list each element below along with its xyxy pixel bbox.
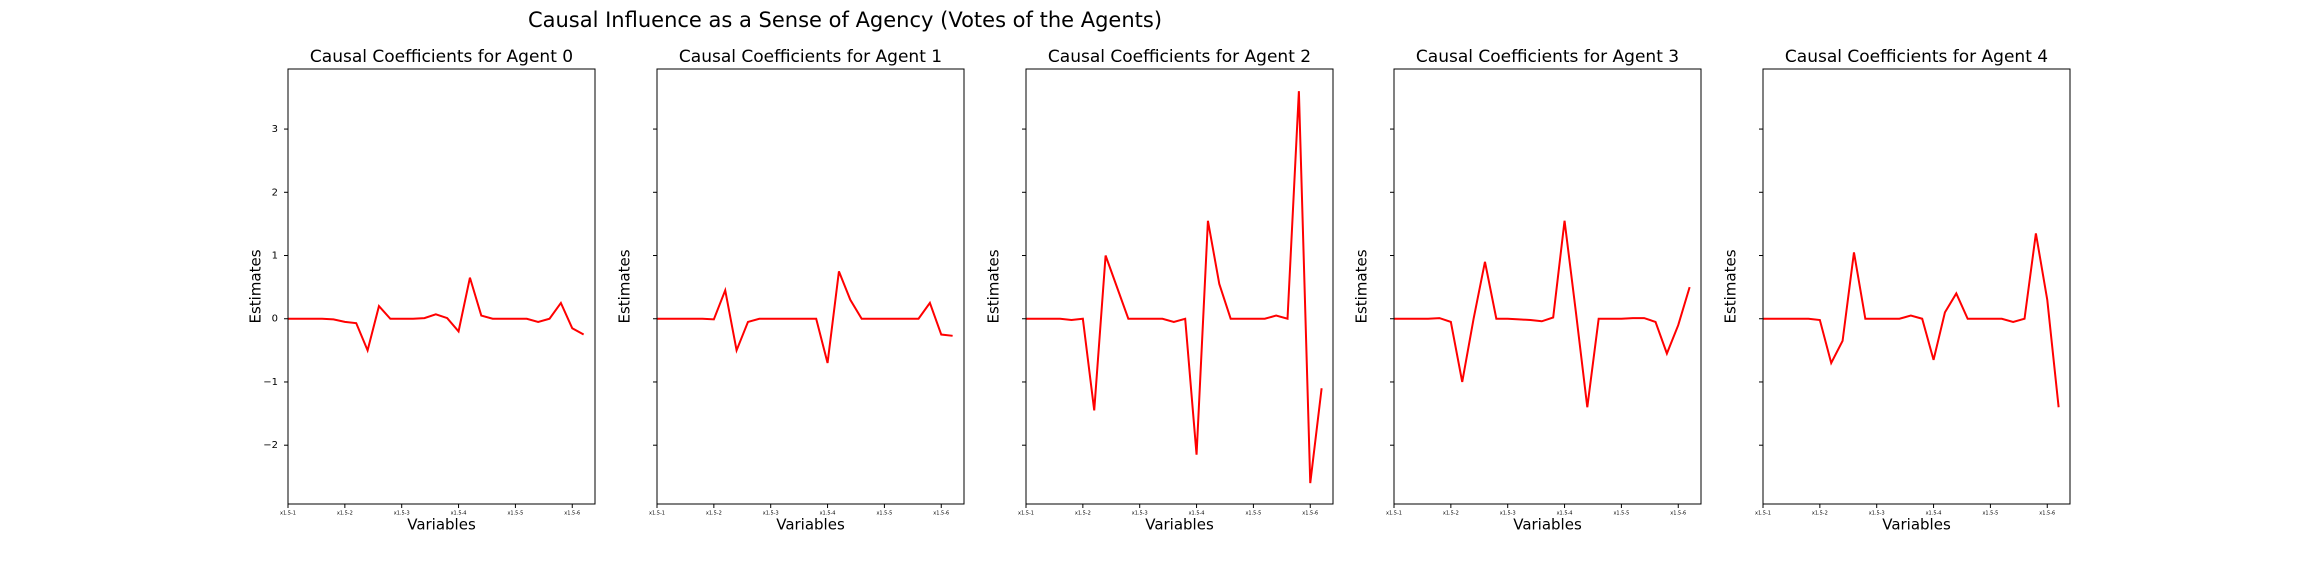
axes-frame: [287, 68, 596, 505]
x-axis-label: Variables: [1145, 516, 1214, 534]
x-tick-label: x1.5-1: [1018, 511, 1034, 517]
x-tick-label: x1.5-3: [1869, 511, 1885, 517]
x-tick-label: x1.5-1: [1386, 511, 1402, 517]
x-tick-label: x1.5-3: [1132, 511, 1148, 517]
data-line: [657, 270, 953, 364]
axes-frame: [1393, 68, 1702, 505]
subplot-title: Causal Coefficients for Agent 4: [1785, 47, 2048, 67]
x-tick-label: x1.5-6: [1670, 511, 1686, 517]
y-tick-label: −1: [263, 377, 278, 388]
axes-frame: [1025, 68, 1334, 505]
x-tick-label: x1.5-2: [1075, 511, 1091, 517]
data-line: [1026, 91, 1323, 484]
y-tick-label: 2: [272, 187, 278, 198]
x-tick-label: x1.5-5: [1982, 511, 1998, 517]
y-tick-label: 0: [272, 314, 278, 325]
x-tick-label: x1.5-4: [451, 511, 467, 517]
y-axis-label: Estimates: [1353, 249, 1371, 323]
data-line: [1763, 233, 2060, 408]
x-tick-label: x1.5-5: [1245, 511, 1261, 517]
x-tick-label: x1.5-1: [1755, 511, 1771, 517]
x-tick-label: x1.5-6: [564, 511, 580, 517]
subplot-title: Causal Coefficients for Agent 3: [1416, 47, 1679, 67]
x-tick-label: x1.5-5: [1613, 511, 1629, 517]
axes-frame: [1762, 68, 2071, 505]
x-tick-label: x1.5-4: [1189, 511, 1205, 517]
x-tick-label: x1.5-3: [394, 511, 410, 517]
x-axis-label: Variables: [407, 516, 476, 534]
x-axis-label: Variables: [1513, 516, 1582, 534]
x-tick-label: x1.5-6: [933, 511, 949, 517]
x-tick-label: x1.5-2: [1443, 511, 1459, 517]
y-tick-label: 3: [272, 124, 278, 135]
x-tick-label: x1.5-2: [706, 511, 722, 517]
x-tick-label: x1.5-1: [649, 511, 665, 517]
x-tick-label: x1.5-3: [1500, 511, 1516, 517]
subplot-title: Causal Coefficients for Agent 1: [679, 47, 942, 67]
x-tick-label: x1.5-4: [1926, 511, 1942, 517]
y-tick-label: 1: [272, 251, 278, 262]
x-tick-label: x1.5-3: [763, 511, 779, 517]
x-tick-label: x1.5-5: [507, 511, 523, 517]
x-axis-label: Variables: [776, 516, 845, 534]
x-tick-label: x1.5-2: [337, 511, 353, 517]
y-tick-label: −2: [263, 440, 278, 451]
x-tick-label: x1.5-6: [1302, 511, 1318, 517]
x-tick-label: x1.5-6: [2039, 511, 2055, 517]
y-axis-label: Estimates: [1722, 249, 1740, 323]
x-tick-label: x1.5-2: [1812, 511, 1828, 517]
figure-title: Causal Influence as a Sense of Agency (V…: [528, 8, 1162, 32]
data-line: [288, 277, 585, 354]
y-axis-label: Estimates: [985, 249, 1003, 323]
x-tick-label: x1.5-4: [820, 511, 836, 517]
data-line: [1394, 220, 1691, 408]
y-axis-label: Estimates: [616, 249, 634, 323]
x-tick-label: x1.5-5: [876, 511, 892, 517]
x-tick-label: x1.5-4: [1557, 511, 1573, 517]
subplot-title: Causal Coefficients for Agent 2: [1048, 47, 1311, 67]
subplot-title: Causal Coefficients for Agent 0: [310, 47, 573, 67]
axes-frame: [656, 68, 965, 505]
x-axis-label: Variables: [1882, 516, 1951, 534]
y-axis-label: Estimates: [247, 249, 265, 323]
x-tick-label: x1.5-1: [280, 511, 296, 517]
